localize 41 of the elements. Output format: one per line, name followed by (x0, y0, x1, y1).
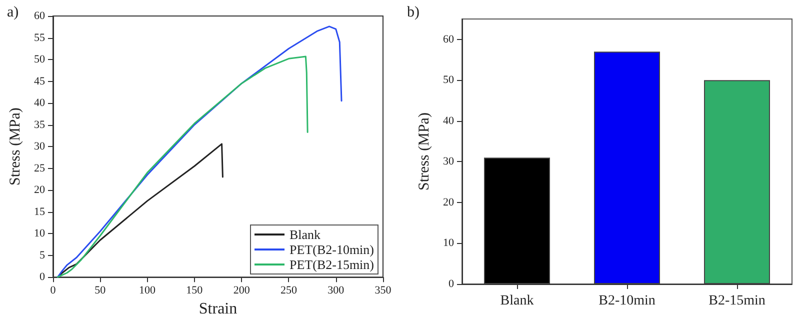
x-tick-label: 150 (186, 284, 204, 297)
y-axis-title: Stress (MPa) (8, 108, 24, 186)
y-tick-label: 25 (34, 162, 46, 174)
x-tick-label: 300 (328, 284, 345, 297)
x-tick-label: 350 (374, 284, 392, 297)
y-tick-label: 35 (34, 118, 46, 131)
x-tick-label: 0 (50, 284, 56, 297)
x-tick-label: 100 (139, 284, 156, 297)
y-tick-label: 15 (34, 206, 46, 218)
legend-label: Blank (290, 227, 322, 242)
bar (484, 158, 550, 284)
y-axis-title: Stress (MPa) (416, 112, 432, 190)
y-tick-label: 10 (443, 237, 454, 250)
y-tick-label: 20 (34, 184, 46, 196)
y-tick-label: 0 (40, 271, 46, 284)
y-tick-label: 20 (443, 196, 454, 208)
y-tick-label: 50 (443, 74, 454, 86)
x-tick-label: 250 (280, 284, 298, 297)
y-tick-label: 55 (34, 32, 46, 44)
y-tick-label: 45 (34, 75, 46, 88)
x-tick-label: B2-15min (708, 294, 766, 308)
y-tick-label: 40 (443, 114, 454, 127)
x-tick-label: 200 (233, 284, 250, 297)
chart-title: a) (7, 4, 19, 20)
y-tick-label: 40 (34, 97, 46, 110)
legend-label: PET(B2-15min) (290, 257, 374, 272)
bar (594, 52, 660, 284)
y-tick-label: 60 (443, 33, 454, 46)
bar (704, 80, 770, 284)
y-tick-label: 50 (34, 54, 46, 66)
y-tick-label: 10 (34, 228, 46, 240)
x-axis-title: Strain (198, 300, 238, 318)
y-tick-label: 30 (443, 156, 454, 168)
chart-title: b) (407, 4, 420, 20)
y-tick-label: 60 (34, 10, 46, 22)
x-tick-label: Blank (500, 294, 534, 308)
y-tick-label: 5 (40, 249, 46, 262)
y-tick-label: 30 (34, 140, 46, 153)
legend-label: PET(B2-10min) (290, 242, 374, 257)
x-tick-label: 50 (94, 284, 106, 297)
x-tick-label: B2-10min (598, 294, 656, 308)
